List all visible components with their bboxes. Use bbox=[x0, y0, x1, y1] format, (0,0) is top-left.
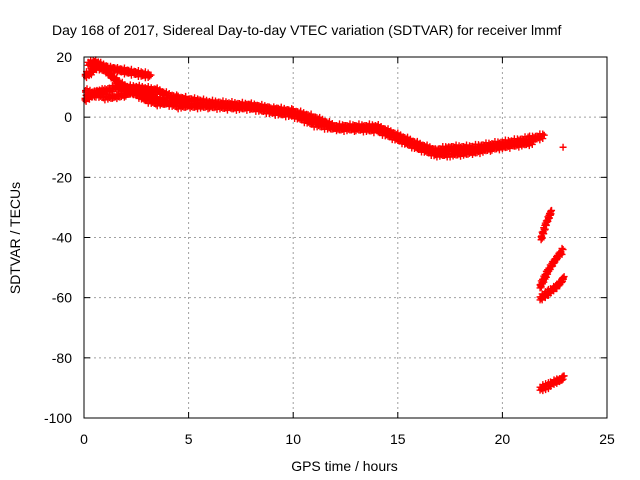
data-point bbox=[560, 273, 568, 281]
data-point bbox=[539, 135, 547, 143]
axis-ticks: 0 5 10 15 20 25 -100 -80 -60 -40 -20 0 20 bbox=[44, 49, 615, 447]
y-tick-label: -40 bbox=[52, 230, 72, 246]
data-points bbox=[81, 56, 568, 395]
series-outlier bbox=[559, 143, 567, 151]
series-late-arc-c bbox=[536, 273, 568, 304]
x-axis-label: GPS time / hours bbox=[291, 458, 398, 474]
y-tick-label: 20 bbox=[56, 49, 72, 65]
data-point bbox=[540, 131, 548, 139]
x-tick-label: 15 bbox=[390, 431, 406, 447]
y-tick-label: -100 bbox=[44, 410, 72, 426]
data-point bbox=[530, 137, 538, 145]
x-tick-label: 25 bbox=[599, 431, 615, 447]
data-point bbox=[558, 244, 566, 252]
chart-title: Day 168 of 2017, Sidereal Day-to-day VTE… bbox=[52, 22, 561, 38]
series-late-arc-d bbox=[536, 372, 568, 395]
data-point bbox=[557, 249, 565, 257]
series-late-arc-b bbox=[536, 244, 567, 292]
data-point bbox=[559, 143, 567, 151]
data-point bbox=[559, 246, 567, 254]
x-tick-label: 0 bbox=[80, 431, 88, 447]
data-point bbox=[528, 140, 536, 148]
data-point bbox=[185, 95, 193, 103]
y-tick-label: -80 bbox=[52, 350, 72, 366]
y-tick-label: 0 bbox=[64, 109, 72, 125]
x-tick-label: 10 bbox=[285, 431, 301, 447]
data-point bbox=[560, 372, 568, 380]
series-trace-early-high bbox=[84, 56, 155, 82]
grid-lines bbox=[84, 57, 607, 418]
data-point bbox=[183, 96, 191, 104]
data-point bbox=[558, 376, 566, 384]
data-point bbox=[147, 71, 155, 79]
x-tick-label: 20 bbox=[495, 431, 511, 447]
y-axis-label: SDTVAR / TECUs bbox=[7, 182, 23, 294]
x-tick-label: 5 bbox=[185, 431, 193, 447]
series-late-arc-a bbox=[537, 206, 556, 244]
data-point bbox=[548, 206, 556, 214]
y-tick-label: -20 bbox=[52, 169, 72, 185]
data-point bbox=[558, 250, 566, 258]
y-tick-label: -60 bbox=[52, 290, 72, 306]
